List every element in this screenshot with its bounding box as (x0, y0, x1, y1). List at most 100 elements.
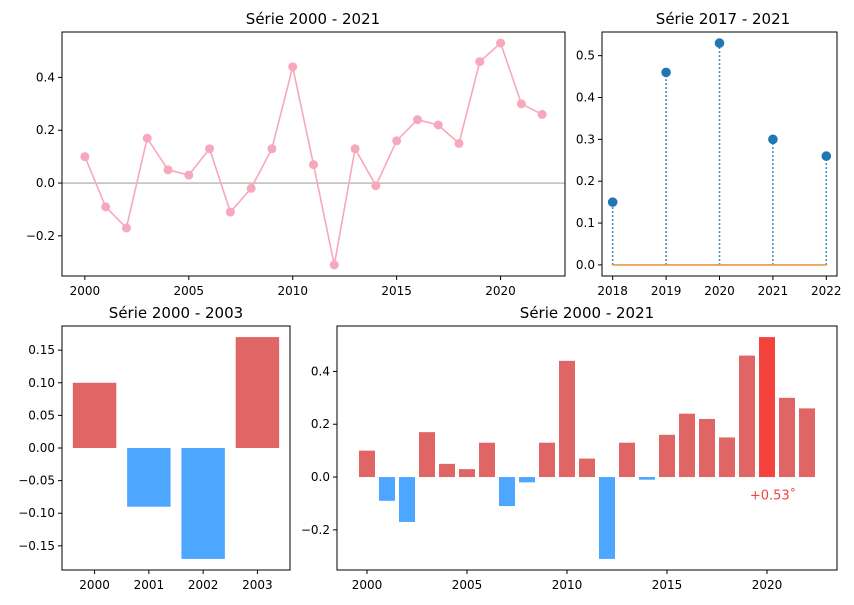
line-chart-y-tick-label: 0.0 (36, 176, 55, 190)
bar (679, 413, 695, 478)
data-point (142, 133, 152, 143)
bar (739, 355, 755, 478)
line-chart-x-tick-label: 2015 (381, 284, 412, 298)
stem-chart-y-tick-label: 0.2 (576, 174, 595, 188)
line-chart-x-tick-label: 2010 (277, 284, 308, 298)
data-point (288, 62, 298, 72)
large-bar-chart-x-tick-label: 2005 (452, 578, 483, 592)
bar (419, 432, 435, 478)
bar (399, 477, 415, 522)
bar (519, 477, 535, 483)
line-chart-panel: Série 2000 - 2021 −0.2 0.0 0.2 0.4 2000 2005 2… (26, 10, 566, 298)
highlighted-bar (759, 337, 775, 478)
data-point (329, 260, 339, 270)
bar (559, 360, 575, 478)
small-bar-chart-x-tick-label: 2002 (188, 578, 219, 592)
stem-marker (768, 134, 778, 145)
large-bar-chart-x-tick-label: 2020 (752, 578, 783, 592)
bar (619, 442, 635, 478)
small-bar-chart-y-tick-label: 0.00 (28, 441, 55, 455)
bar (699, 418, 715, 478)
bar (72, 382, 117, 448)
data-point (121, 223, 131, 233)
data-point (267, 144, 277, 154)
data-point (412, 115, 422, 125)
large-bar-chart-panel: Série 2000 - 2021 +0.53˚ −0.2 0.0 0.2 0.4 200… (301, 304, 838, 592)
data-point (475, 57, 485, 67)
large-bar-chart-y-tick-label: 0.0 (311, 470, 330, 484)
stem-chart-title: Série 2017 - 2021 (656, 10, 790, 28)
bar (799, 408, 815, 478)
data-point (246, 183, 256, 193)
stem-chart-x-tick-label: 2020 (704, 284, 735, 298)
stem-chart-x-tick-label: 2019 (651, 284, 682, 298)
stem-marker (607, 197, 618, 207)
data-point (433, 120, 443, 130)
large-bar-chart-x-tick-label: 2010 (552, 578, 583, 592)
small-bar-chart-y-tick-label: −0.10 (18, 506, 55, 520)
data-point (537, 109, 547, 119)
bar (499, 477, 515, 507)
bar-annotation: +0.53˚ (750, 488, 796, 504)
bar (359, 450, 375, 478)
line-chart-x-tick-label: 2000 (70, 284, 101, 298)
small-bar-chart-x-tick-label: 2001 (134, 578, 165, 592)
large-bar-chart-plot: +0.53˚ −0.2 0.0 0.2 0.4 2000 2005 2010 2015 2020 (301, 325, 838, 592)
data-point (392, 136, 402, 146)
large-bar-chart-plot-frame (336, 325, 838, 571)
bar (779, 397, 795, 478)
data-point (225, 207, 235, 217)
stem-marker (714, 38, 725, 48)
bar (719, 437, 735, 478)
data-point (80, 152, 90, 162)
bar (579, 458, 595, 478)
data-point (163, 165, 173, 175)
line-chart-plot: −0.2 0.0 0.2 0.4 2000 2005 2010 2015 2020 (26, 31, 566, 298)
bar (639, 477, 655, 480)
small-bar-chart-x-tick-label: 2000 (79, 578, 110, 592)
stem-chart-x-tick-label: 2022 (811, 284, 842, 298)
line-chart-x-tick-label: 2020 (485, 284, 516, 298)
data-point (309, 160, 318, 170)
stem-chart-panel: Série 2017 - 2021 0.0 0.1 0.2 0.3 0.4 0.5 2018… (576, 10, 842, 298)
bar (235, 337, 280, 448)
bar (379, 477, 395, 501)
small-bar-chart-y-tick-label: −0.05 (18, 474, 55, 488)
stem-chart-y-tick-label: 0.0 (576, 258, 595, 272)
small-bar-chart-y-tick-label: 0.10 (28, 376, 55, 390)
data-point (496, 38, 506, 48)
data-point (371, 181, 381, 191)
large-bar-chart-x-tick-label: 2000 (352, 578, 383, 592)
small-bar-chart-y-tick-label: 0.05 (28, 408, 55, 422)
small-bar-chart-panel: Série 2000 - 2003 −0.15 −0.10 −0.05 0.00 0.0… (18, 304, 291, 592)
line-chart-x-tick-label: 2005 (174, 284, 205, 298)
stem-chart-y-tick-label: 0.5 (576, 49, 595, 63)
stem-chart-x-tick-label: 2018 (597, 284, 628, 298)
data-point (184, 170, 194, 180)
bar (181, 448, 225, 559)
stem-marker (821, 151, 832, 161)
data-point (516, 99, 526, 109)
bar (659, 434, 675, 478)
line-chart-plot-frame (61, 31, 566, 277)
line-chart-y-tick-label: 0.2 (36, 123, 55, 137)
stem-chart-y-tick-label: 0.3 (576, 132, 595, 146)
line-chart-y-tick-label: 0.4 (36, 70, 55, 84)
small-bar-chart-plot: −0.15 −0.10 −0.05 0.00 0.05 0.10 0.15 2000 2001 2… (18, 325, 291, 592)
stem-chart-y-tick-label: 0.1 (576, 216, 595, 230)
bar (539, 442, 555, 478)
large-bar-chart-title: Série 2000 - 2021 (520, 304, 654, 322)
bar (439, 463, 455, 478)
stem-marker (661, 67, 671, 78)
line-chart-title: Série 2000 - 2021 (246, 10, 380, 28)
large-bar-chart-y-tick-label: −0.2 (301, 523, 330, 537)
bar (599, 477, 615, 559)
data-point (205, 144, 215, 154)
small-bar-chart-y-tick-label: 0.15 (28, 343, 55, 357)
large-bar-chart-x-tick-label: 2015 (652, 578, 683, 592)
stem-chart-y-tick-label: 0.4 (576, 90, 595, 104)
small-bar-chart-x-tick-label: 2003 (242, 578, 273, 592)
large-bar-chart-y-tick-label: 0.2 (311, 417, 330, 431)
